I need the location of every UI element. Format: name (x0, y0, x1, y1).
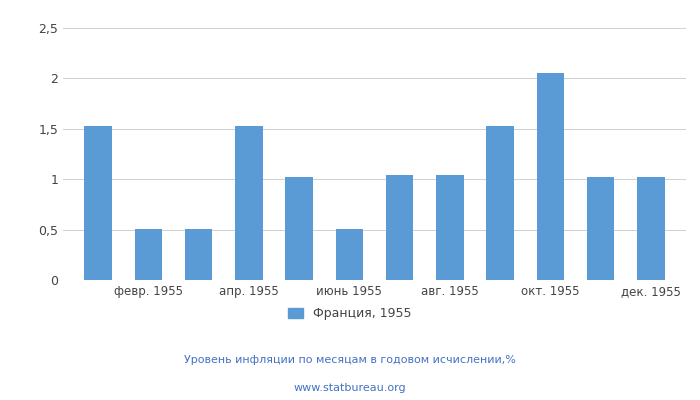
Bar (235, 126, 262, 280)
Text: Уровень инфляции по месяцам в годовом исчислении,%: Уровень инфляции по месяцам в годовом ис… (184, 355, 516, 365)
Bar (536, 73, 564, 280)
Bar (185, 228, 213, 280)
Bar (134, 228, 162, 280)
Bar (587, 177, 615, 280)
Legend: Франция, 1955: Франция, 1955 (284, 302, 416, 325)
Bar (286, 177, 313, 280)
Bar (436, 175, 463, 280)
Bar (386, 175, 414, 280)
Bar (486, 126, 514, 280)
Text: www.statbureau.org: www.statbureau.org (294, 383, 406, 393)
Bar (637, 177, 664, 280)
Bar (85, 126, 112, 280)
Bar (335, 228, 363, 280)
